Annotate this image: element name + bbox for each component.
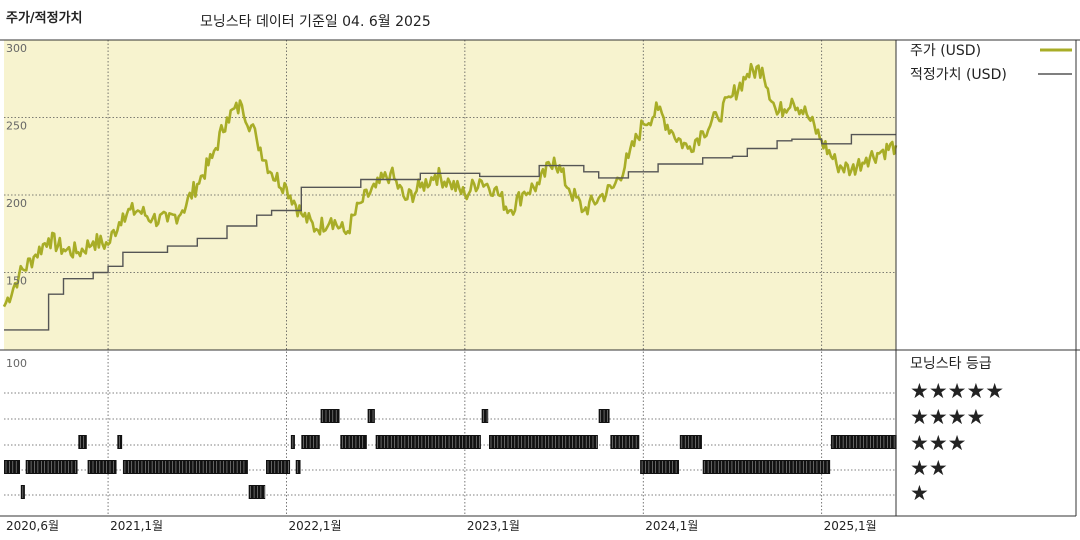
x-tick-label: 2020,6월 <box>6 519 59 533</box>
rating-segment-2-star <box>87 460 117 474</box>
rating-bar <box>367 409 375 423</box>
rating-bar <box>702 460 831 474</box>
rating-bar <box>301 435 320 449</box>
rating-segment-2-star <box>640 460 680 474</box>
rating-segment-4-star <box>320 409 340 423</box>
x-tick-label: 2025,1월 <box>824 519 877 533</box>
rating-legend-stars: ★★ <box>910 456 948 480</box>
rating-segment-2-star <box>702 460 831 474</box>
rating-segment-3-star <box>679 435 702 449</box>
rating-bar <box>295 460 301 474</box>
rating-bar <box>117 435 123 449</box>
rating-segment-3-star <box>301 435 320 449</box>
rating-bar <box>320 409 340 423</box>
rating-segment-3-star <box>340 435 367 449</box>
rating-segment-3-star <box>830 435 897 449</box>
rating-legend-stars: ★★★★★ <box>910 379 1004 403</box>
x-tick-label: 2023,1월 <box>467 519 520 533</box>
rating-bar <box>248 485 266 499</box>
rating-bar <box>4 460 21 474</box>
x-tick-label: 2024,1월 <box>645 519 698 533</box>
y-tick-label: 150 <box>6 275 27 288</box>
rating-segment-3-star <box>610 435 640 449</box>
rating-segment-4-star <box>367 409 375 423</box>
rating-background <box>4 350 896 516</box>
y-tick-label: 300 <box>6 42 27 55</box>
rating-bar <box>87 460 117 474</box>
rating-bar <box>340 435 367 449</box>
rating-legend-stars: ★★★ <box>910 431 966 455</box>
rating-segment-3-star <box>375 435 481 449</box>
rating-bar <box>481 409 489 423</box>
rating-segment-1-star <box>20 485 25 499</box>
rating-segment-3-star <box>117 435 123 449</box>
legend-fair-value-label: 적정가치 (USD) <box>910 67 1007 83</box>
chart-subtitle: 모닝스타 데이터 기준일 04. 6월 2025 <box>200 14 431 30</box>
rating-bar <box>488 435 598 449</box>
rating-legend-stars: ★★★★ <box>910 405 985 429</box>
x-tick-label: 2021,1월 <box>110 519 163 533</box>
y-tick-label: 200 <box>6 197 27 210</box>
rating-legend-title: 모닝스타 등급 <box>910 356 992 372</box>
rating-bar <box>78 435 87 449</box>
rating-segment-3-star <box>290 435 295 449</box>
rating-segment-2-star <box>4 460 21 474</box>
price-series-line <box>2 62 898 308</box>
y-tick-label: 250 <box>6 120 27 133</box>
rating-bar <box>610 435 640 449</box>
rating-legend-stars: ★ <box>910 481 929 505</box>
x-tick-label: 2022,1월 <box>288 519 341 533</box>
rating-bar <box>375 435 481 449</box>
rating-segment-2-star <box>25 460 78 474</box>
rating-segment-2-star <box>265 460 291 474</box>
rating-segment-2-star <box>295 460 301 474</box>
rating-segment-1-star <box>248 485 266 499</box>
chart-title: 주가/적정가치 <box>6 10 83 26</box>
rating-segment-3-star <box>488 435 598 449</box>
rating-segment-4-star <box>481 409 489 423</box>
rating-segment-2-star <box>122 460 248 474</box>
rating-bar <box>640 460 680 474</box>
rating-segment-3-star <box>78 435 87 449</box>
legend-price-label: 주가 (USD) <box>910 43 981 59</box>
rating-y-tick-label: 100 <box>6 357 27 370</box>
rating-segment-4-star <box>598 409 610 423</box>
fair-value-series-line <box>4 133 896 331</box>
